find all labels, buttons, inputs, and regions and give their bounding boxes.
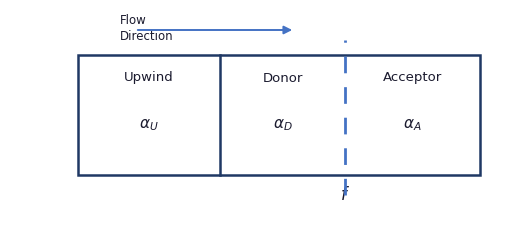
Text: $f$: $f$ xyxy=(340,186,350,204)
Text: Acceptor: Acceptor xyxy=(383,72,442,85)
Text: $\alpha_A$: $\alpha_A$ xyxy=(403,117,422,133)
Text: Flow
Direction: Flow Direction xyxy=(120,14,174,43)
Text: Donor: Donor xyxy=(262,72,303,85)
Text: $\alpha_U$: $\alpha_U$ xyxy=(139,117,159,133)
FancyBboxPatch shape xyxy=(78,55,480,175)
Text: Upwind: Upwind xyxy=(124,72,174,85)
Text: $\alpha_D$: $\alpha_D$ xyxy=(272,117,292,133)
